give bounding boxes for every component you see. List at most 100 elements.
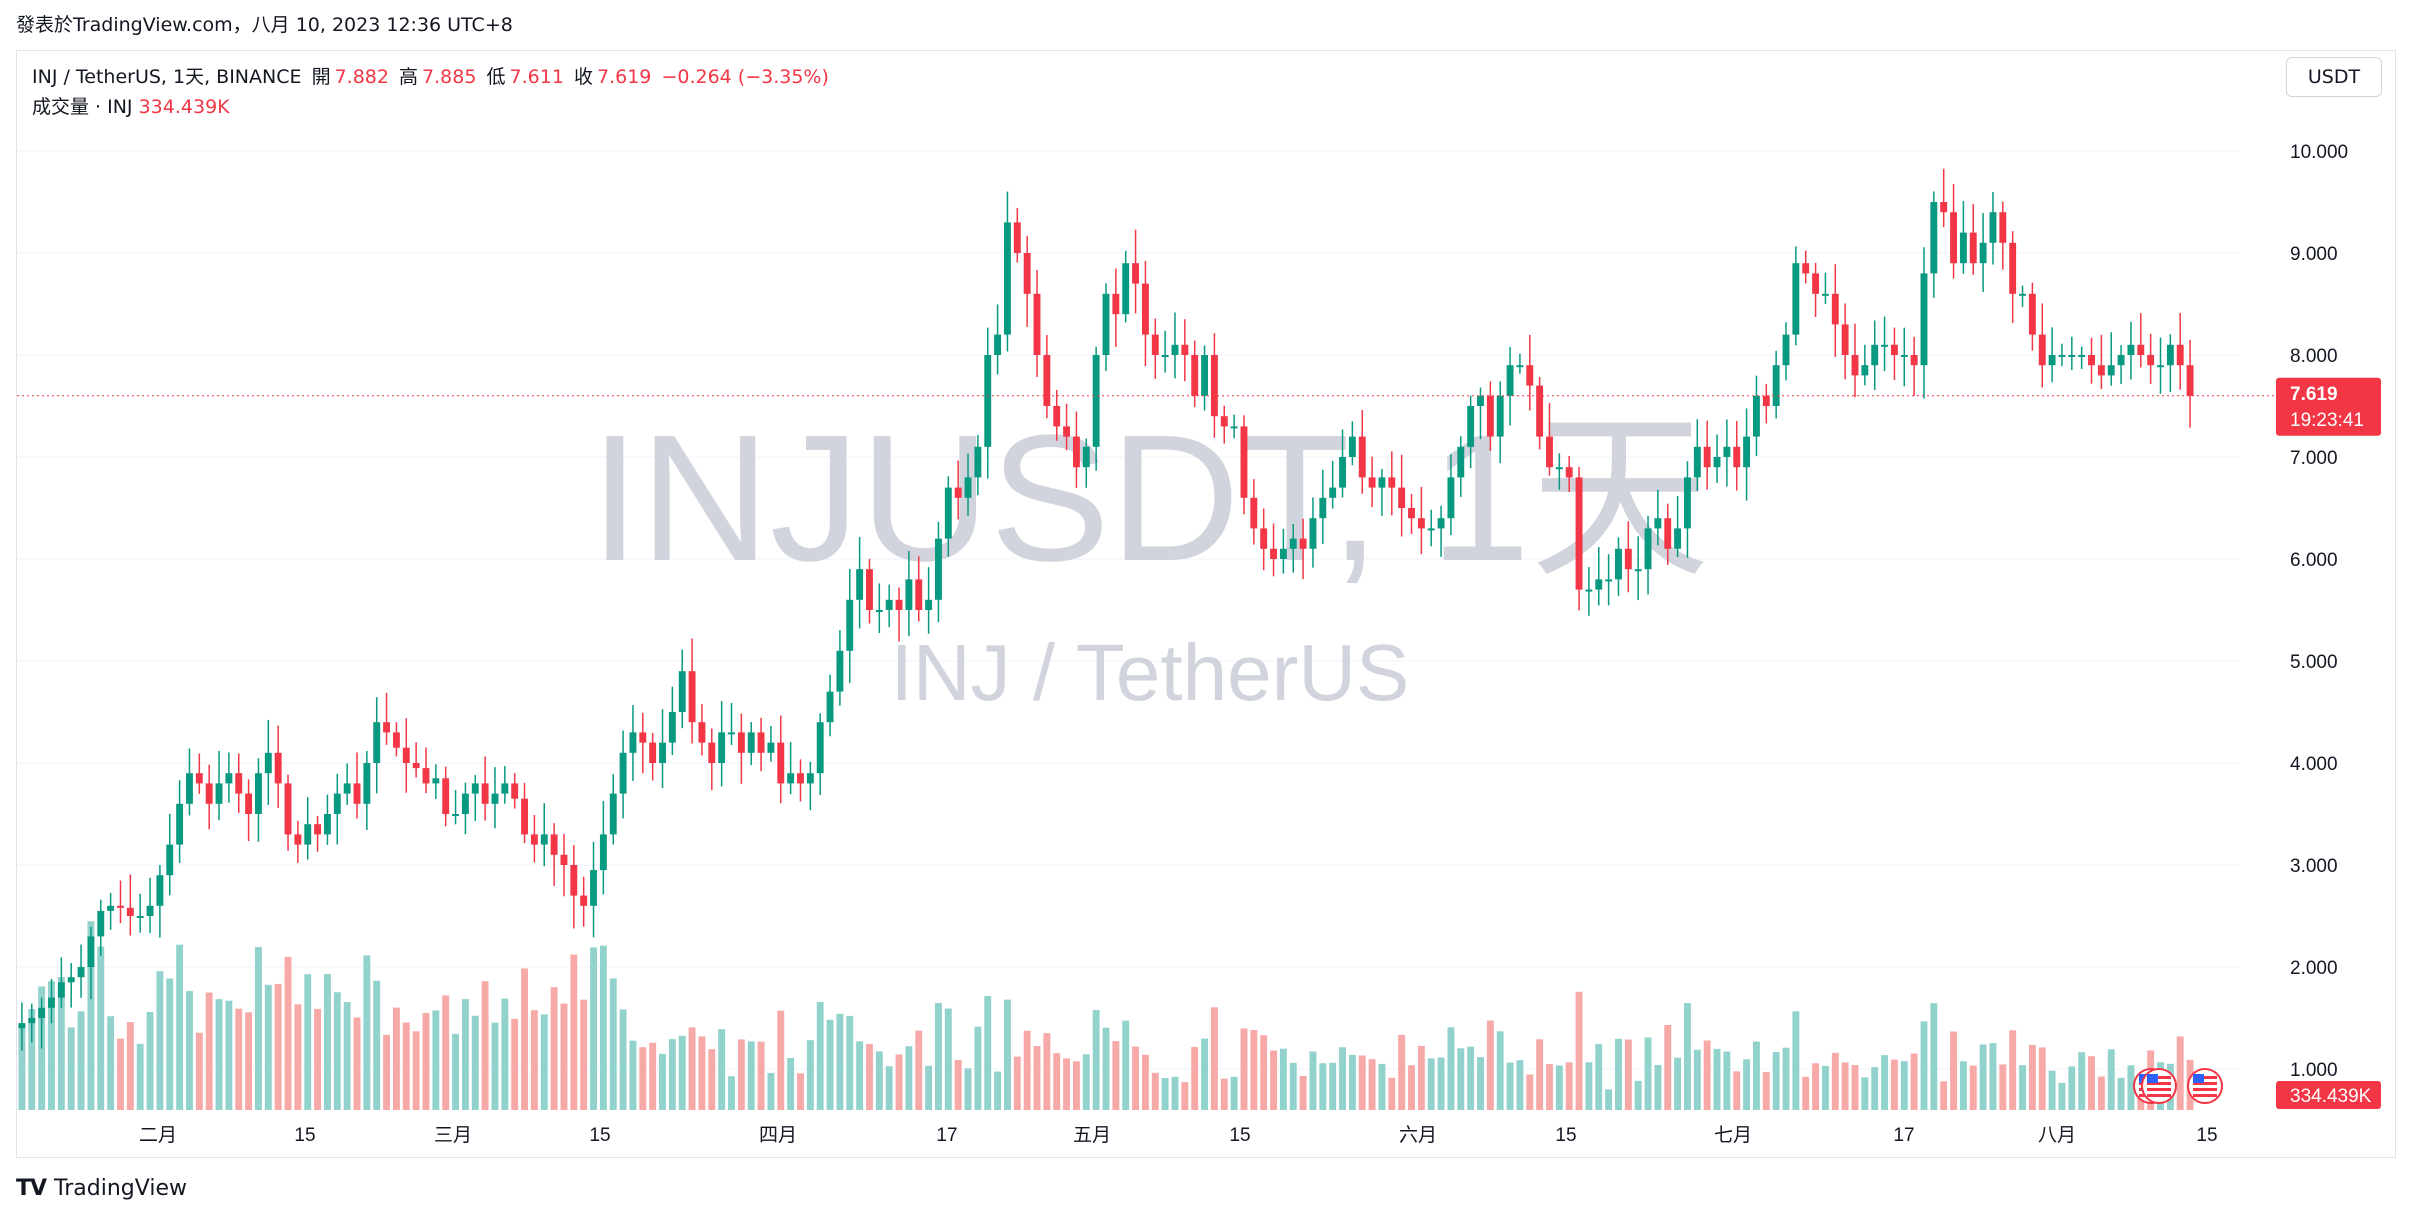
- volume-bar: [1112, 1041, 1120, 1110]
- candle-body: [560, 854, 568, 865]
- volume-bar: [1348, 1054, 1356, 1110]
- time-tick-label: 七月: [1714, 1124, 1752, 1146]
- volume-bar: [1733, 1071, 1741, 1110]
- volume-bar: [471, 1015, 479, 1110]
- candle-body: [304, 824, 312, 845]
- volume-bar: [97, 946, 105, 1110]
- candle-body: [264, 752, 272, 774]
- candle-body: [816, 722, 824, 774]
- volume-bar: [1959, 1061, 1967, 1110]
- volume-bar: [521, 968, 528, 1110]
- volume-bar: [156, 971, 164, 1110]
- volume-bar: [1171, 1076, 1179, 1110]
- candle-body: [2068, 355, 2076, 357]
- candle-body: [323, 814, 331, 835]
- time-tick-label: 15: [1229, 1125, 1250, 1146]
- volume-bar: [166, 978, 174, 1110]
- volume-bar: [205, 992, 213, 1110]
- candle-body: [1930, 202, 1938, 274]
- candle-body: [797, 773, 804, 784]
- candle-body: [1417, 518, 1425, 529]
- candle-body: [195, 773, 203, 784]
- volume-bar: [1615, 1038, 1622, 1110]
- volume-bar: [274, 983, 282, 1110]
- watermark-description: INJ / TetherUS: [891, 628, 1410, 717]
- candle-body: [491, 793, 499, 804]
- volume-bar: [1575, 991, 1583, 1110]
- candle-body: [1191, 355, 1199, 396]
- volume-bar: [442, 995, 450, 1110]
- us-flag-event-icon[interactable]: [2141, 1068, 2177, 1104]
- candle-body: [2088, 355, 2095, 366]
- volume-bar: [1950, 1031, 1957, 1110]
- volume-bar: [107, 1016, 115, 1110]
- symbol-label[interactable]: INJ / TetherUS, 1天, BINANCE: [32, 66, 302, 88]
- volume-label[interactable]: 成交量 · INJ: [32, 96, 133, 118]
- candle-body: [856, 569, 864, 600]
- candle-body: [1270, 548, 1277, 559]
- candle-body: [412, 763, 420, 769]
- candle-body: [2107, 365, 2115, 376]
- candle-body: [333, 793, 341, 814]
- volume-bar: [1585, 1062, 1593, 1110]
- candle-body: [1565, 467, 1573, 478]
- volume-bar: [1772, 1052, 1780, 1110]
- volume-bar: [186, 991, 193, 1110]
- last-price-tag: [2276, 377, 2381, 436]
- candle-body: [984, 355, 992, 447]
- candle-body: [1250, 497, 1258, 529]
- candle-body: [718, 732, 726, 763]
- volume-bar: [1792, 1011, 1800, 1110]
- candle-body: [2157, 365, 2164, 368]
- volume-bar: [1841, 1062, 1849, 1110]
- candle-body: [1900, 355, 1908, 357]
- candle-body: [28, 1018, 36, 1024]
- candle-body: [1063, 426, 1071, 437]
- candle-body: [826, 691, 834, 723]
- volume-bar: [1467, 1046, 1475, 1110]
- volume-bar: [1210, 1007, 1218, 1110]
- volume-bar: [836, 1013, 844, 1110]
- volume-bar: [1230, 1076, 1238, 1110]
- volume-legend: 成交量 · INJ 334.439K: [32, 92, 230, 119]
- candle-body: [925, 599, 933, 610]
- candle-body: [1851, 355, 1859, 376]
- us-flag-event-icon[interactable]: [2187, 1068, 2223, 1104]
- volume-bar: [797, 1073, 804, 1110]
- volume-bar: [1743, 1059, 1751, 1110]
- candle-body: [1536, 385, 1544, 437]
- last-price-value: 7.619: [2290, 384, 2338, 405]
- volume-bar: [452, 1033, 460, 1110]
- candle-body: [1457, 446, 1465, 478]
- volume-bar: [77, 1011, 85, 1110]
- volume-bar: [2038, 1047, 2046, 1110]
- candle-body: [1693, 446, 1701, 478]
- candle-body: [836, 650, 844, 692]
- price-tick-label: 3.000: [2290, 856, 2338, 877]
- candle-body: [806, 773, 814, 784]
- volume-bar: [816, 1001, 824, 1110]
- volume-bar: [1861, 1077, 1869, 1110]
- volume-bar: [215, 999, 223, 1110]
- volume-bar: [1486, 1020, 1494, 1110]
- candle-body: [1654, 518, 1662, 529]
- volume-bar: [1319, 1063, 1327, 1110]
- tradingview-logo[interactable]: TV TradingView: [16, 1176, 187, 1201]
- currency-button[interactable]: USDT: [2286, 57, 2382, 97]
- volume-bar: [1053, 1053, 1061, 1110]
- volume-bar: [1220, 1078, 1228, 1110]
- candle-body: [629, 732, 637, 753]
- candle-body: [895, 599, 903, 610]
- volume-bar: [1536, 1039, 1544, 1110]
- candle-body: [1092, 355, 1100, 447]
- volume-bar: [343, 1002, 351, 1110]
- volume-bar: [1339, 1047, 1346, 1110]
- candle-body: [392, 732, 400, 748]
- candle-body: [570, 865, 578, 896]
- volume-bar: [87, 921, 95, 1110]
- volume-bar: [1043, 1033, 1051, 1110]
- volume-bar: [2019, 1065, 2026, 1110]
- volume-bar: [1082, 1054, 1090, 1110]
- candle-body: [1289, 538, 1297, 549]
